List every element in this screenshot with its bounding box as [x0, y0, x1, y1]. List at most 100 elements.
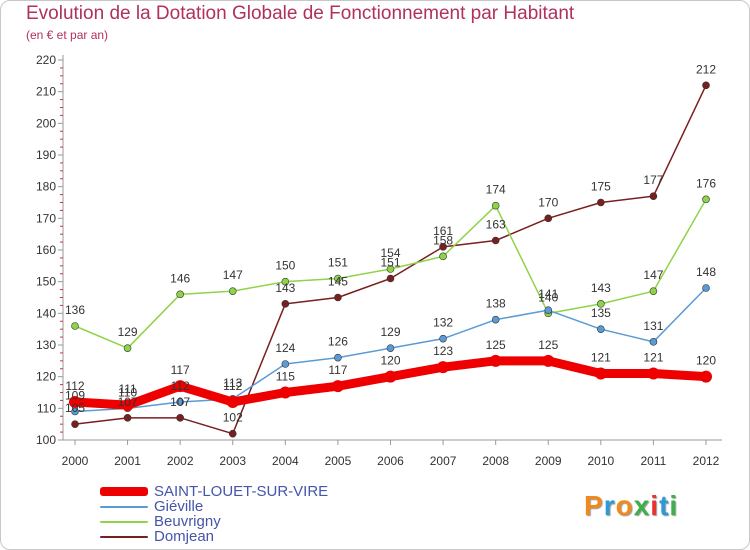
data-point	[437, 361, 450, 374]
data-point	[71, 322, 79, 330]
legend-label: Giéville	[154, 498, 204, 515]
x-tick-label: 2002	[167, 454, 194, 468]
chart-title: Evolution de la Dotation Globale de Fonc…	[26, 3, 575, 24]
data-point	[123, 414, 132, 422]
legend-swatch	[100, 487, 148, 496]
legend-swatch	[100, 520, 148, 523]
data-label: 154	[380, 246, 400, 260]
data-point	[228, 287, 237, 295]
data-point	[386, 274, 395, 283]
data-label: 121	[591, 351, 611, 365]
data-point	[176, 398, 184, 406]
data-point	[69, 396, 81, 408]
data-label: 107	[170, 395, 190, 409]
data-label: 143	[275, 281, 295, 295]
x-tick-label: 2004	[272, 454, 299, 468]
data-point	[384, 370, 397, 383]
data-label: 147	[643, 268, 663, 282]
data-point	[123, 344, 132, 352]
chart-axes: 100 110 120 130 140 150 160 170 180 190 200 210 220 2…	[36, 53, 722, 468]
data-label: 117	[328, 363, 347, 377]
data-label: 138	[486, 297, 506, 311]
data-label: 170	[538, 195, 558, 209]
data-point	[121, 399, 134, 412]
data-point	[489, 354, 502, 367]
data-point	[702, 81, 710, 90]
legend-swatch	[100, 505, 148, 508]
data-point	[597, 198, 605, 207]
y-tick-label: 100	[36, 433, 56, 447]
data-label: 151	[380, 256, 400, 270]
data-label: 125	[486, 338, 506, 352]
data-label: 212	[696, 62, 716, 76]
data-label: 147	[223, 268, 243, 282]
y-tick-label: 200	[36, 116, 56, 130]
data-point	[386, 265, 395, 273]
data-label: 176	[696, 176, 716, 190]
y-tick-label: 190	[36, 148, 56, 162]
logo-letter: o	[615, 490, 634, 521]
y-tick-label: 150	[36, 275, 56, 289]
data-label: 105	[65, 401, 85, 415]
data-point	[597, 300, 605, 308]
chart-lines	[69, 81, 712, 438]
data-label: 112	[171, 379, 190, 393]
data-label: 132	[433, 316, 453, 330]
data-label: 146	[170, 271, 190, 285]
logo-letter: x	[633, 490, 651, 521]
data-label: 107	[118, 395, 138, 409]
legend-label: Domjean	[154, 528, 215, 545]
y-tick-label: 110	[37, 401, 56, 415]
x-tick-label: 2003	[219, 454, 246, 468]
x-tick-label: 2009	[535, 454, 562, 468]
data-point	[439, 334, 447, 343]
data-label: 177	[643, 173, 663, 187]
chart-data-labels: 112 111 117 112 115 117 120 123 125 125 121 121 120 1…	[65, 62, 716, 424]
legend-item: SAINT-LOUET-SUR-VIRE	[100, 484, 328, 499]
data-label: 115	[276, 370, 295, 384]
data-point	[386, 344, 395, 352]
data-point	[544, 306, 553, 314]
data-point	[281, 300, 290, 308]
data-label: 120	[696, 354, 716, 368]
data-point	[334, 274, 342, 283]
data-point	[439, 243, 447, 251]
data-label: 129	[380, 325, 400, 339]
data-point	[700, 370, 712, 383]
data-label: 124	[275, 341, 295, 355]
data-point	[176, 414, 184, 422]
data-label: 161	[433, 224, 453, 238]
data-point	[281, 277, 290, 286]
data-label: 151	[328, 256, 348, 270]
data-label: 126	[328, 335, 348, 349]
data-label: 163	[486, 218, 506, 232]
data-label: 113	[223, 376, 242, 390]
legend-label: SAINT-LOUET-SUR-VIRE	[154, 483, 329, 500]
x-tick-label: 2010	[587, 454, 614, 468]
data-label: 143	[591, 281, 611, 295]
data-point	[226, 396, 239, 408]
y-tick-label: 140	[36, 306, 56, 320]
data-point	[544, 214, 553, 223]
data-label: 110	[118, 385, 137, 399]
data-point	[594, 367, 607, 380]
data-label: 158	[433, 233, 453, 247]
y-tick-label: 130	[36, 338, 56, 352]
data-label: 135	[591, 306, 611, 320]
data-label: 175	[591, 180, 611, 194]
data-point	[334, 293, 342, 302]
data-point	[71, 420, 79, 428]
data-point	[174, 380, 187, 393]
data-point	[228, 429, 237, 438]
data-label: 121	[643, 351, 663, 365]
y-tick-label: 220	[36, 53, 56, 67]
data-point	[331, 380, 344, 393]
legend-swatch	[100, 535, 148, 538]
data-point	[649, 192, 658, 200]
data-point	[279, 386, 292, 399]
y-tick-label: 180	[36, 180, 56, 194]
legend-item: Beuvrigny	[100, 514, 328, 529]
data-label: 112	[65, 379, 84, 393]
